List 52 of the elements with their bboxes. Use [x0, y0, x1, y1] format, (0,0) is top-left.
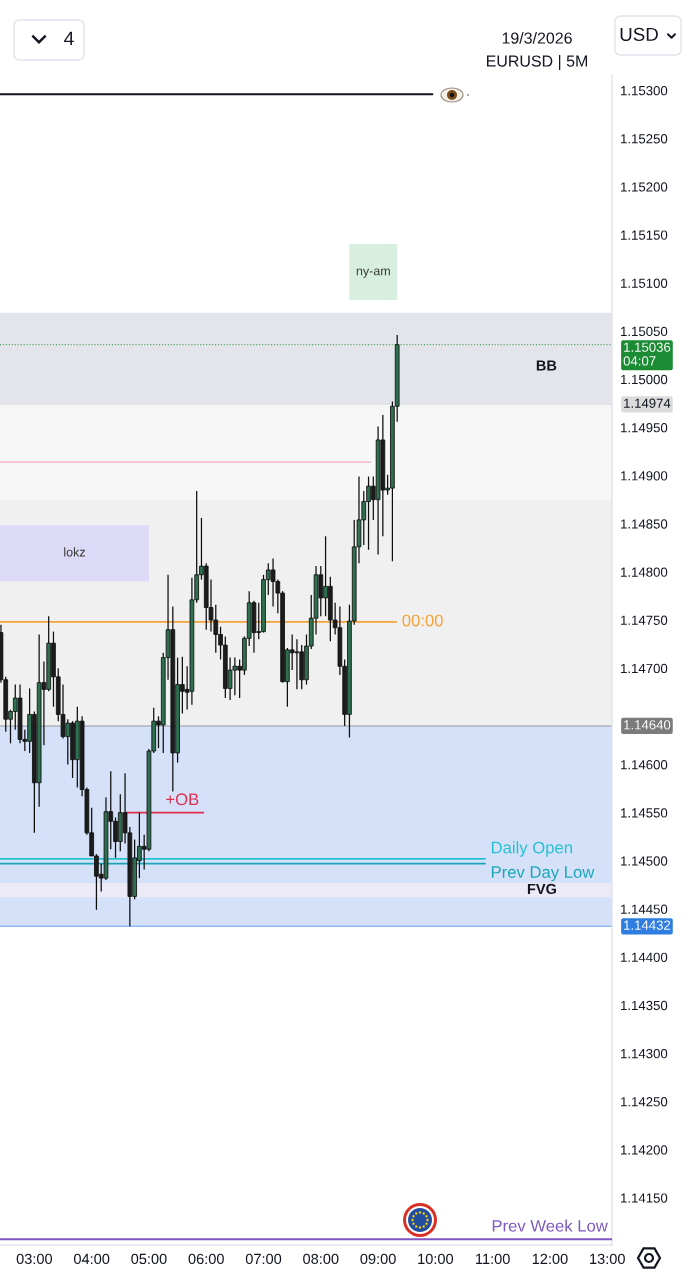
y-tick-label: 1.14350 [621, 1000, 668, 1011]
x-tick-label: 03:00 [16, 1253, 53, 1265]
y-tick-label: 1.14900 [621, 471, 668, 481]
series-label: Daily Open [491, 841, 572, 857]
y-tick-label: 1.14550 [621, 808, 668, 818]
band-label: FVG [527, 883, 557, 895]
x-tick-label: 13:00 [590, 1253, 625, 1265]
y-tick-label: 1.14500 [621, 856, 668, 866]
x-tick-label: 09:00 [360, 1253, 396, 1265]
y-tick-label: 1.14750 [621, 615, 668, 625]
ref-line-label: 1.14974 [624, 398, 671, 408]
y-tick-label: 1.14250 [621, 1097, 668, 1107]
series-label: Prev Week Low [492, 1219, 608, 1232]
x-tick-label: 10:00 [418, 1253, 454, 1265]
y-tick-label: 1.15050 [621, 326, 668, 337]
x-tick-label: 04:00 [73, 1253, 110, 1265]
y-tick-label: 1.14950 [621, 423, 668, 433]
y-tick-label: 1.15300 [621, 85, 668, 96]
series-label: +OB [166, 793, 199, 806]
series-label: Prev Day Low [491, 866, 595, 882]
ref-line-label: 1.14432 [624, 920, 671, 930]
x-tick-label: 07:00 [245, 1253, 282, 1265]
ref-line-label: 1.14640 [624, 720, 671, 730]
y-tick-label: 1.14400 [621, 952, 668, 962]
y-tick-label: 1.15150 [621, 230, 668, 240]
y-tick-label: 1.14850 [621, 519, 668, 529]
chart-subtitle: 19/3/2026 EURUSD | 5M [486, 32, 588, 70]
candlestick [294, 638, 300, 690]
y-tick-label: 1.14200 [621, 1145, 668, 1155]
y-tick-label: 1.15100 [621, 278, 668, 288]
ref-line-label: 1.15036 04:07 [623, 342, 671, 366]
y-tick-label: 1.14450 [621, 904, 668, 914]
x-tick-label: 08:00 [303, 1253, 339, 1265]
band-label: BB [536, 360, 557, 371]
candlestick [232, 656, 238, 696]
y-axis-title: USD [620, 27, 658, 42]
x-tick-label: 12:00 [532, 1253, 568, 1265]
y-tick-label: 1.14600 [621, 760, 668, 770]
y-tick-label: 1.14150 [621, 1193, 668, 1203]
y-tick-label: 1.14700 [621, 663, 668, 674]
x-tick-label: 05:00 [131, 1253, 167, 1265]
x-tick-label: 11:00 [476, 1253, 510, 1265]
x-tick-label: 06:00 [188, 1253, 224, 1265]
y-tick-label: 1.15250 [621, 134, 668, 144]
band-label: lokz [64, 547, 85, 557]
y-tick-label: 1.15000 [621, 374, 668, 385]
y-tick-label: 1.15200 [621, 182, 668, 192]
y-tick-label: 1.14300 [621, 1048, 668, 1059]
band-label: ny-am [356, 268, 390, 278]
series-label: 00:00 [402, 614, 443, 627]
y-tick-label: 1.14800 [621, 567, 668, 577]
text: 4 [64, 31, 74, 46]
